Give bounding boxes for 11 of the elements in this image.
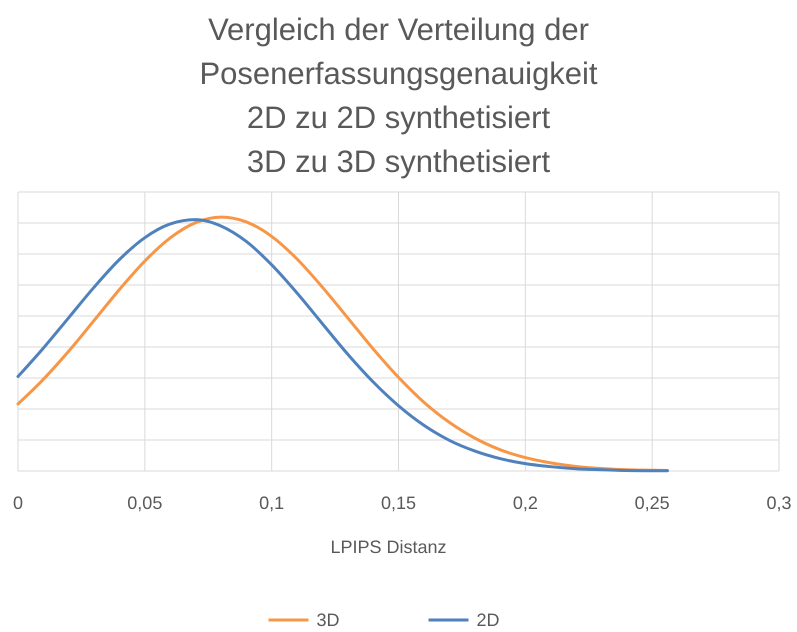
x-tick-label: 0,2 bbox=[512, 493, 538, 513]
x-tick-label: 0 bbox=[12, 493, 24, 513]
legend-label: 3D bbox=[316, 610, 340, 630]
x-tick-label: 0,3 bbox=[766, 493, 792, 513]
legend-label: 2D bbox=[476, 610, 500, 630]
x-tick-label: 0,1 bbox=[259, 493, 284, 513]
x-axis-title: LPIPS Distanz bbox=[330, 537, 447, 557]
x-tick-label: 0,25 bbox=[634, 493, 670, 513]
x-tick-label: 0,05 bbox=[127, 493, 162, 513]
chart-title: Vergleich der Verteilung der Posenerfassungsgenauigkeit 2D zu 2D synthetisiert 3D zu 3D synthetisiert bbox=[199, 12, 598, 179]
x-tick-label: 0,15 bbox=[380, 493, 416, 513]
